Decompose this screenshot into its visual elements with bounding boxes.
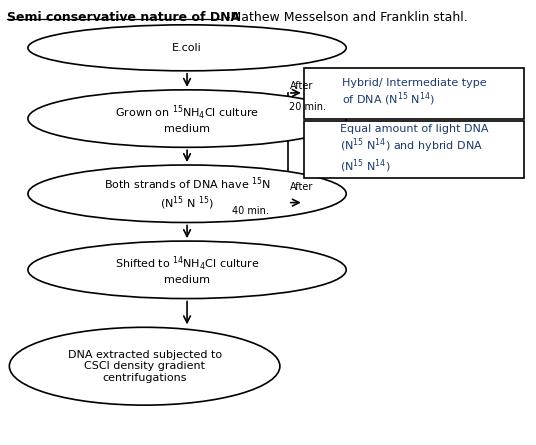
Text: Hybrid/ Intermediate type
of DNA (N$^{15}$ N$^{14}$): Hybrid/ Intermediate type of DNA (N$^{15…: [341, 78, 486, 108]
Text: Equal amount of light DNA
(N$^{15}$ N$^{14}$) and hybrid DNA
(N$^{15}$ N$^{14}$): Equal amount of light DNA (N$^{15}$ N$^{…: [340, 124, 488, 175]
Text: After: After: [289, 81, 313, 91]
Text: After: After: [289, 182, 313, 192]
Ellipse shape: [28, 241, 346, 299]
Text: 20 min.: 20 min.: [289, 101, 326, 112]
Ellipse shape: [28, 165, 346, 222]
Ellipse shape: [28, 25, 346, 71]
Text: 40 min.: 40 min.: [232, 206, 269, 215]
Text: Semi conservative nature of DNA: Semi conservative nature of DNA: [6, 11, 240, 24]
Text: Grown on $^{15}$NH$_4$Cl culture
medium: Grown on $^{15}$NH$_4$Cl culture medium: [115, 104, 259, 134]
FancyBboxPatch shape: [304, 68, 524, 118]
Text: Both strands of DNA have $^{15}$N
(N$^{15}$ N $^{15}$): Both strands of DNA have $^{15}$N (N$^{1…: [103, 175, 271, 212]
Ellipse shape: [9, 328, 280, 405]
Ellipse shape: [28, 90, 346, 147]
Text: E.coli: E.coli: [172, 43, 202, 53]
Text: -Mathew Messelson and Franklin stahl.: -Mathew Messelson and Franklin stahl.: [221, 11, 467, 24]
FancyBboxPatch shape: [304, 121, 524, 178]
Text: Shifted to $^{14}$NH$_4$Cl culture
medium: Shifted to $^{14}$NH$_4$Cl culture mediu…: [115, 255, 259, 285]
Text: DNA extracted subjected to
CSCl density gradient
centrifugations: DNA extracted subjected to CSCl density …: [68, 350, 222, 383]
